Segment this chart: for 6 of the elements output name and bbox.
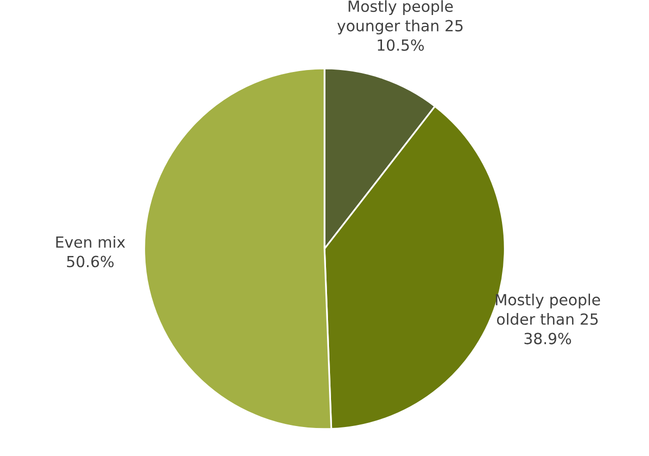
data-label: 10.5% (378, 39, 424, 51)
slice-label: Even mix (56, 236, 126, 248)
data-label: 50.6% (67, 256, 114, 268)
slice-label: Mostly people younger than 25 (337, 0, 463, 34)
slice-label: Mostly people older than 25 (496, 294, 600, 325)
data-label: 38.9% (524, 332, 572, 344)
